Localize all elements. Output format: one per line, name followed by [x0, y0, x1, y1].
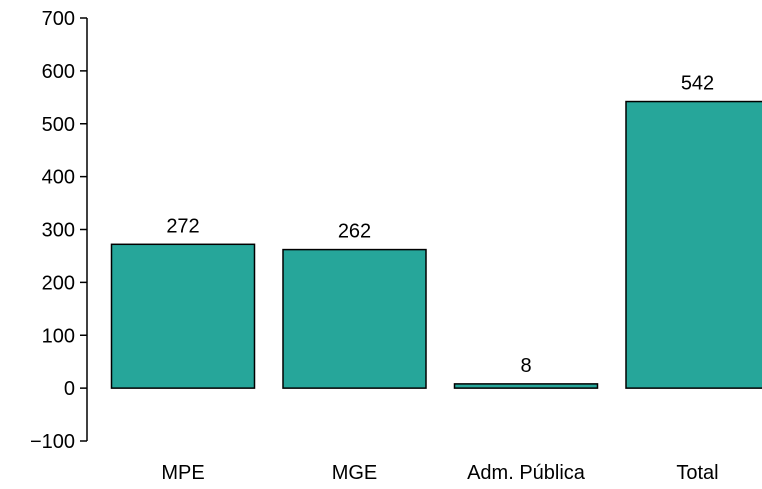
bar	[625, 100, 762, 389]
y-tick-label: 500	[42, 114, 75, 136]
x-tick-label: MGE	[332, 462, 378, 484]
y-tick-label: −100	[30, 431, 75, 453]
y-axis: −100 0 100 200 300 400 500 600 700	[30, 8, 88, 453]
bar	[110, 243, 256, 389]
y-tick-label: 700	[42, 8, 75, 30]
data-labels: 272 262 8 542	[166, 73, 714, 377]
y-tick-label: 100	[42, 325, 75, 347]
data-label: 262	[338, 221, 371, 243]
data-label: 272	[166, 215, 199, 237]
bar	[453, 383, 599, 389]
x-tick-label: Adm. Pública	[467, 462, 586, 484]
bars	[110, 100, 762, 389]
y-tick-label: 600	[42, 61, 75, 83]
x-axis-labels: MPE MGE Adm. Pública Total	[161, 462, 718, 484]
data-label: 8	[520, 355, 531, 377]
data-label: 542	[681, 73, 714, 95]
bar	[282, 248, 427, 389]
y-tick-label: 400	[42, 167, 75, 189]
y-tick-label: 200	[42, 272, 75, 294]
y-tick-label: 300	[42, 220, 75, 242]
x-tick-label: Total	[676, 462, 718, 484]
x-tick-label: MPE	[161, 462, 204, 484]
y-tick-label: 0	[64, 378, 75, 400]
